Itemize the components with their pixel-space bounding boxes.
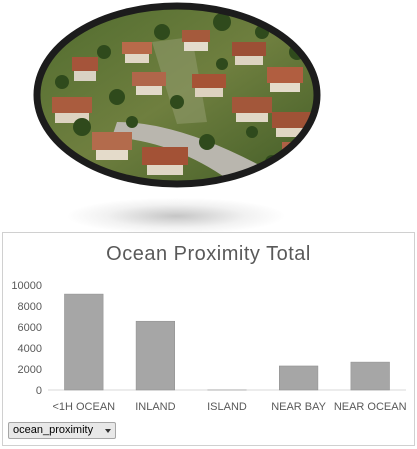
chart-title: Ocean Proximity Total: [106, 243, 311, 265]
filter-label: ocean_proximity: [13, 424, 94, 436]
neighborhood-photo: [32, 2, 322, 190]
photo-shadow: [68, 198, 284, 234]
dropdown-arrow-icon[interactable]: [105, 429, 111, 433]
photo-content: [37, 6, 317, 184]
houses: [52, 30, 316, 175]
photo-frame: [33, 2, 321, 188]
ocean-proximity-filter-button[interactable]: ocean_proximity: [8, 422, 116, 439]
neighborhood-photo-svg: [33, 2, 321, 188]
